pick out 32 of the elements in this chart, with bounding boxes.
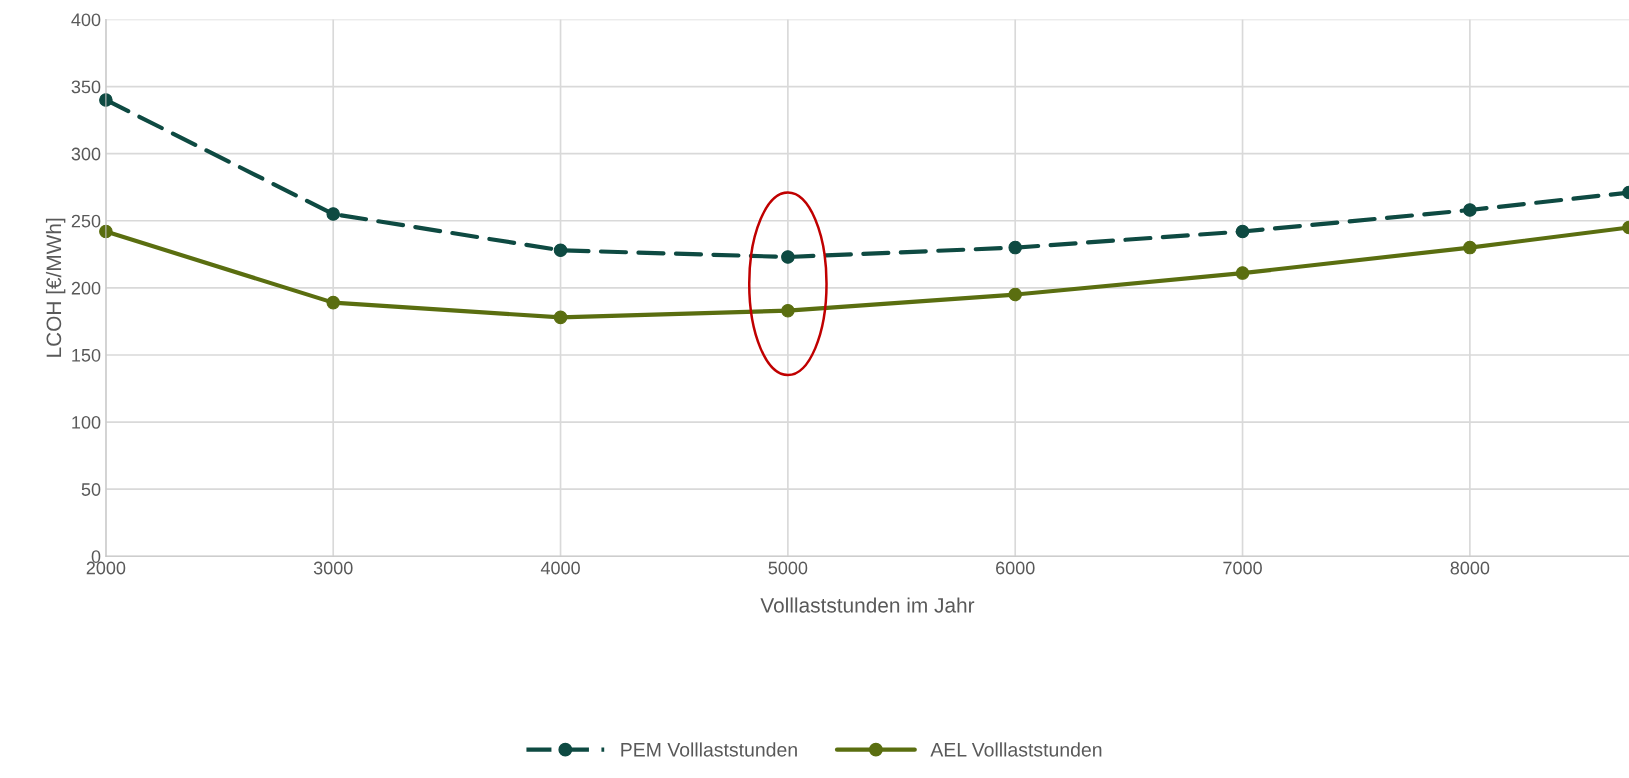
point bbox=[553, 243, 568, 258]
legend-label: AEL Volllaststunden bbox=[930, 742, 1102, 757]
x-tick-label: 3000 bbox=[313, 561, 353, 575]
point bbox=[1235, 266, 1250, 280]
point bbox=[1008, 287, 1022, 302]
y-tick-label: 350 bbox=[71, 80, 101, 94]
point bbox=[326, 295, 340, 310]
y-tick-label: 50 bbox=[81, 483, 101, 496]
y-tick-label: 200 bbox=[71, 281, 101, 295]
legend-label: PEM Volllaststunden bbox=[621, 742, 797, 757]
x-tick-label: 2000 bbox=[86, 561, 126, 575]
point bbox=[781, 303, 795, 318]
y-tick-label: 400 bbox=[71, 13, 101, 27]
x-tick-label: 4000 bbox=[540, 561, 580, 575]
x-tick-label: 5000 bbox=[768, 561, 808, 575]
y-tick-label: 150 bbox=[72, 348, 101, 362]
point bbox=[1008, 240, 1022, 255]
point bbox=[326, 207, 340, 221]
x-tick-label: 7000 bbox=[1223, 561, 1262, 575]
y-tick-label: 300 bbox=[71, 147, 101, 161]
point bbox=[1463, 240, 1477, 255]
point bbox=[1463, 203, 1477, 217]
x-tick-label: 6000 bbox=[996, 561, 1035, 575]
point bbox=[1235, 224, 1250, 239]
x-tick-label: 8000 bbox=[1450, 561, 1490, 575]
point bbox=[781, 250, 795, 264]
y-tick-label: 100 bbox=[72, 416, 101, 429]
y-axis-title: LCOH [€/MWh] bbox=[45, 218, 66, 357]
x-axis-title: Volllaststunden im Jahr bbox=[760, 597, 975, 613]
point bbox=[553, 310, 568, 325]
y-tick-label: 0 bbox=[91, 550, 101, 563]
y-tick-label: 250 bbox=[71, 214, 101, 228]
